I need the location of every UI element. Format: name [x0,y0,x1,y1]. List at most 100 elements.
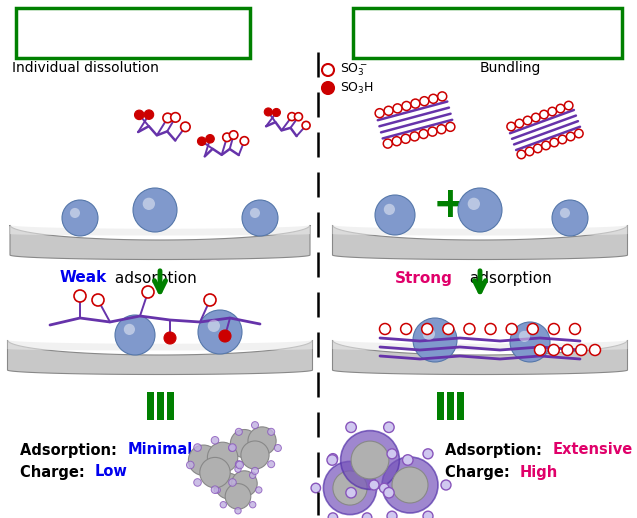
Text: $\mathrm{SO_3H}$: $\mathrm{SO_3H}$ [340,80,374,95]
Circle shape [403,455,413,465]
Circle shape [208,320,220,332]
Bar [447,392,454,420]
Circle shape [220,472,227,479]
Circle shape [194,444,201,451]
Circle shape [507,122,515,131]
Circle shape [383,139,392,148]
Circle shape [387,449,397,459]
Circle shape [229,444,236,452]
Circle shape [468,198,480,210]
Circle shape [341,430,399,490]
Circle shape [562,344,573,355]
Circle shape [232,471,257,496]
Circle shape [362,454,372,463]
Circle shape [419,130,428,138]
Circle shape [240,137,248,145]
Circle shape [387,511,397,518]
Circle shape [250,208,260,218]
Circle shape [204,294,216,306]
Circle shape [322,82,334,94]
Circle shape [375,195,415,235]
Circle shape [526,147,534,156]
Text: +: + [143,184,177,226]
Circle shape [288,112,296,121]
Text: High: High [520,465,558,480]
Circle shape [556,104,565,113]
Circle shape [541,141,550,150]
Circle shape [515,119,524,128]
Circle shape [548,107,557,116]
Circle shape [229,131,238,139]
Circle shape [211,437,218,444]
Circle shape [558,135,567,143]
Circle shape [375,109,384,118]
Circle shape [382,457,438,513]
Circle shape [464,324,475,335]
Text: adsorption: adsorption [110,270,197,285]
Circle shape [189,445,218,476]
Circle shape [248,427,276,455]
Circle shape [225,484,251,509]
Circle shape [235,508,241,514]
Circle shape [566,132,575,141]
Circle shape [311,483,320,493]
Circle shape [392,467,428,503]
Circle shape [62,200,98,236]
Bar [157,392,164,420]
Bar [166,392,173,420]
Circle shape [437,125,446,134]
Circle shape [163,113,173,123]
Polygon shape [10,225,310,260]
Circle shape [485,324,496,335]
Circle shape [194,479,201,486]
Circle shape [552,200,588,236]
Circle shape [380,483,389,493]
Text: Adsorption:: Adsorption: [445,442,547,457]
Circle shape [441,480,451,490]
Circle shape [446,122,455,132]
Circle shape [443,324,454,335]
Circle shape [70,208,80,218]
Circle shape [215,473,241,499]
Text: Weak: Weak [60,270,107,285]
Circle shape [200,457,230,488]
Circle shape [438,92,447,101]
FancyBboxPatch shape [353,8,622,58]
Circle shape [458,188,502,232]
Circle shape [275,444,282,452]
Circle shape [346,487,356,498]
Circle shape [181,122,190,132]
Circle shape [384,106,393,116]
Text: Adsorption:: Adsorption: [20,442,122,457]
Circle shape [171,112,180,122]
Circle shape [198,310,242,354]
Circle shape [252,467,259,474]
Circle shape [575,130,583,138]
Circle shape [264,108,272,116]
Circle shape [187,461,194,469]
Circle shape [410,132,419,141]
Circle shape [506,324,517,335]
Circle shape [413,318,457,362]
Circle shape [564,102,573,110]
Circle shape [401,324,412,335]
Circle shape [74,290,86,302]
Circle shape [206,135,214,143]
Circle shape [235,461,242,468]
Circle shape [302,121,310,130]
Circle shape [241,441,269,469]
Polygon shape [333,225,627,236]
Polygon shape [333,340,627,375]
Circle shape [324,462,376,514]
Circle shape [422,324,433,335]
Circle shape [524,116,532,125]
Circle shape [231,429,259,458]
Circle shape [531,113,540,122]
Circle shape [250,501,256,508]
Circle shape [273,108,280,117]
Bar [147,392,154,420]
Text: +: + [433,184,468,226]
Circle shape [236,461,243,469]
Circle shape [411,99,420,108]
Circle shape [510,322,550,362]
